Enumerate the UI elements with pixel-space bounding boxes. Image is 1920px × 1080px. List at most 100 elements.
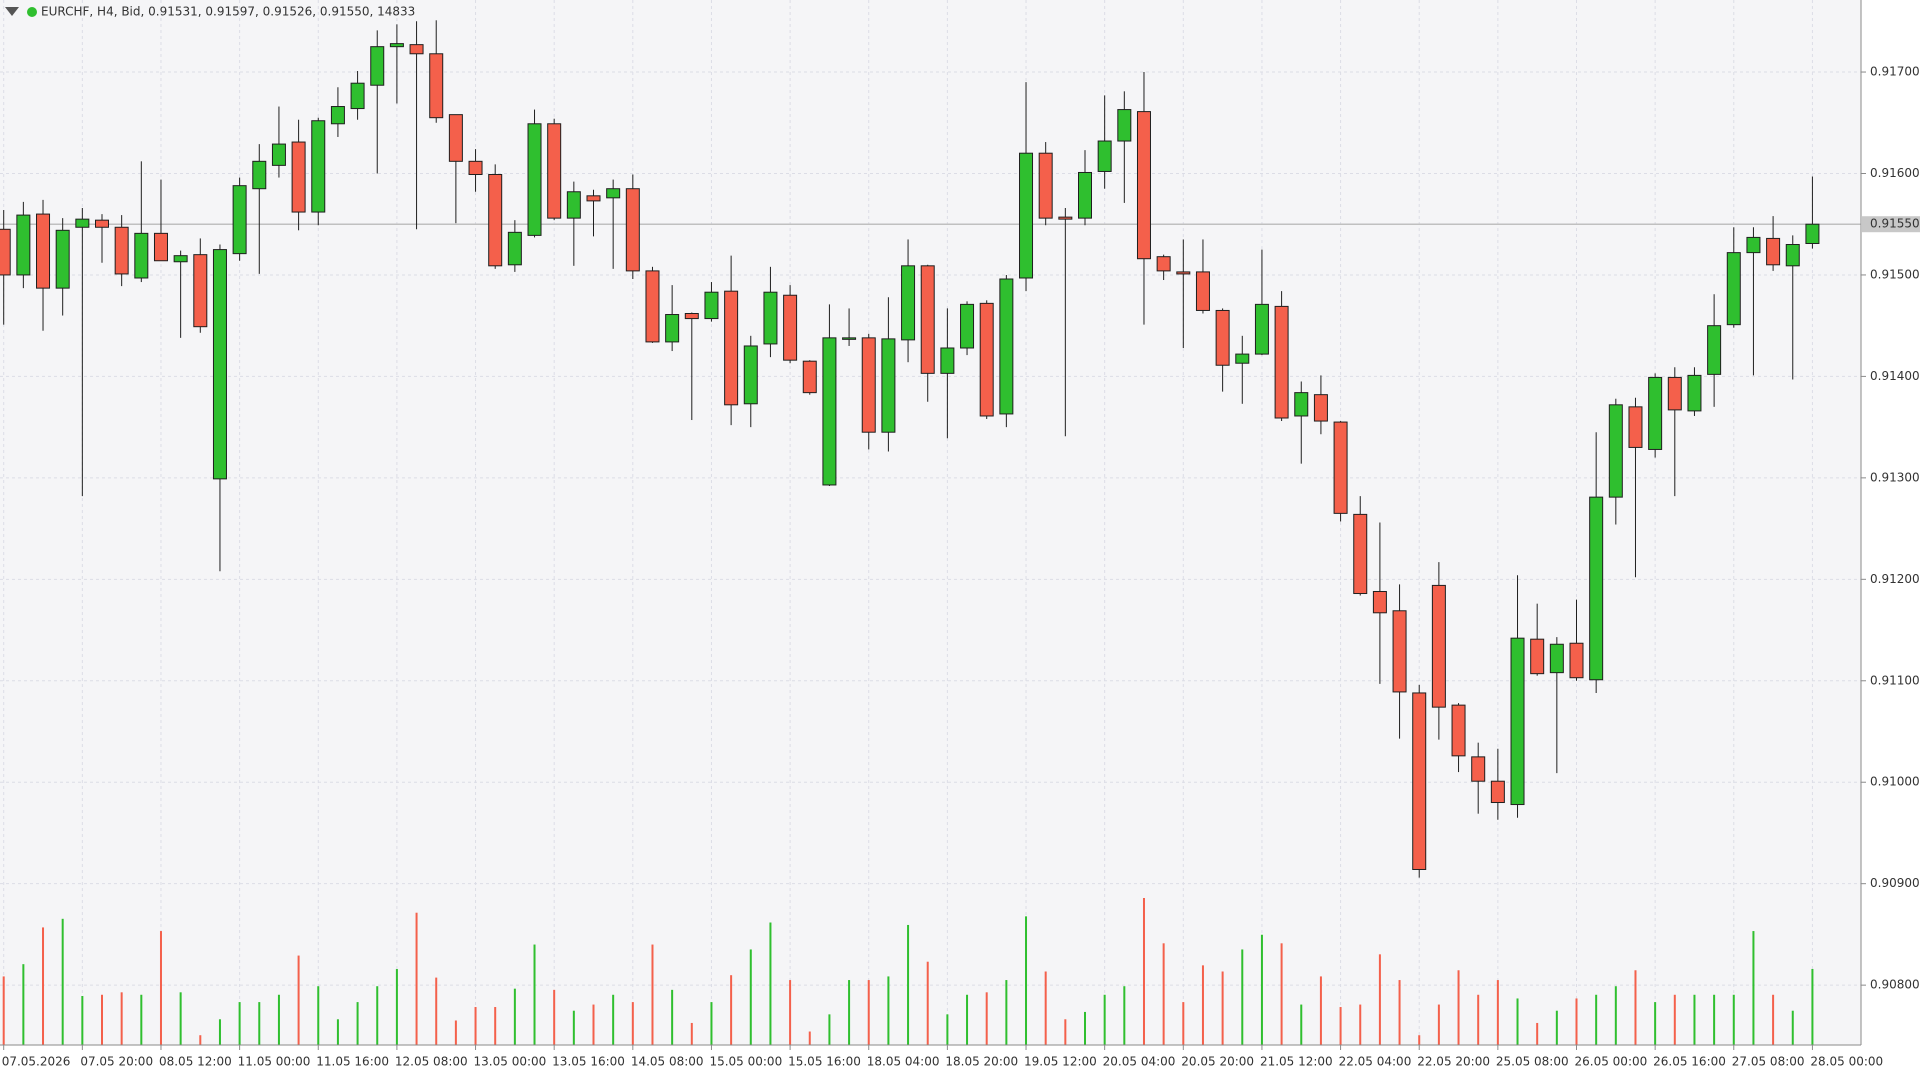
volume-bar: [1634, 970, 1637, 1045]
candle-body: [1058, 216, 1073, 220]
candle-body: [134, 232, 149, 279]
candle-body: [0, 228, 11, 276]
y-tick-label: 0.90900: [1870, 876, 1920, 890]
volume-bar: [1162, 943, 1165, 1045]
volume-bar: [1555, 1010, 1558, 1045]
candle-body: [193, 254, 208, 328]
y-tick-label: 0.91600: [1870, 166, 1920, 180]
candle-body: [55, 229, 70, 289]
volume-bar: [2, 976, 5, 1045]
volume-bar: [199, 1035, 202, 1045]
candle-body: [389, 43, 404, 48]
candle-body: [1117, 109, 1132, 142]
candle-body: [1766, 237, 1781, 266]
candle-body: [1372, 590, 1387, 614]
x-tick-label: 21.05 12:00: [1260, 1055, 1333, 1069]
candle-body: [252, 160, 267, 190]
candle-body: [114, 226, 129, 275]
volume-bar: [1123, 986, 1126, 1045]
volume-bar: [277, 994, 280, 1045]
volume-bar: [376, 986, 379, 1045]
volume-bar: [907, 924, 910, 1045]
volume-bar: [671, 989, 674, 1045]
candle-body: [1687, 374, 1702, 412]
x-tick-label: 22.05 20:00: [1417, 1055, 1490, 1069]
candle-body: [1294, 392, 1309, 417]
menu-arrow[interactable]: [5, 7, 19, 16]
candle-body: [625, 188, 640, 272]
chart-title: EURCHF, H4, Bid, 0.91531, 0.91597, 0.915…: [41, 5, 415, 19]
x-tick-label: 22.05 04:00: [1339, 1055, 1412, 1069]
candle-body: [173, 255, 188, 263]
candle-body: [232, 185, 247, 255]
candle-body: [1451, 704, 1466, 757]
volume-bar: [1575, 998, 1578, 1045]
x-tick-label: 12.05 08:00: [395, 1055, 468, 1069]
candle-body: [1510, 637, 1525, 806]
volume-bar: [848, 980, 851, 1045]
volume-bar: [1280, 943, 1283, 1045]
volume-bar: [1359, 1004, 1362, 1045]
volume-bar: [631, 1002, 634, 1045]
volume-bar: [730, 975, 733, 1045]
candle-body: [16, 214, 31, 276]
volume-bar: [238, 1002, 241, 1045]
candle-body: [1235, 353, 1250, 364]
volume-bar: [985, 992, 988, 1045]
candle-body: [488, 174, 503, 267]
volume-bar: [808, 1031, 811, 1045]
candle-body: [1019, 152, 1034, 279]
candle-body: [763, 291, 778, 345]
candle-body: [1549, 643, 1564, 674]
candle-body: [95, 219, 109, 228]
candle-body: [1785, 244, 1800, 267]
candle-body: [1156, 256, 1171, 272]
candle-body: [1707, 325, 1722, 375]
candle-body: [468, 160, 483, 176]
candle-body: [822, 337, 837, 486]
volume-bar: [1791, 1010, 1794, 1045]
candle-body: [1353, 513, 1368, 595]
volume-bar: [1457, 970, 1460, 1045]
candle-body: [881, 338, 896, 433]
x-tick-label: 18.05 20:00: [945, 1055, 1018, 1069]
volume-bar: [1477, 994, 1480, 1045]
candle-body: [979, 302, 994, 417]
x-tick-label: 08.05 12:00: [159, 1055, 232, 1069]
candle-body: [1471, 756, 1486, 782]
candle-body: [1490, 780, 1505, 804]
volume-bar: [1614, 986, 1617, 1045]
x-tick-label: 14.05 08:00: [631, 1055, 704, 1069]
volume-bar: [1772, 994, 1775, 1045]
volume-bar: [42, 927, 45, 1045]
x-tick-label: 27.05 08:00: [1732, 1055, 1805, 1069]
volume-bar: [789, 980, 792, 1045]
volume-bar: [179, 992, 182, 1045]
candle-body: [1195, 271, 1210, 311]
candle-layer: [0, 20, 1861, 878]
candle-body: [75, 218, 90, 228]
volume-bar: [612, 994, 615, 1045]
x-tick-label: 26.05 00:00: [1575, 1055, 1648, 1069]
volume-bar: [1536, 1022, 1539, 1045]
x-tick-label: 15.05 00:00: [709, 1055, 782, 1069]
x-tick-label: 20.05 20:00: [1181, 1055, 1254, 1069]
volume-bar: [1693, 994, 1696, 1045]
volume-bar: [1496, 980, 1499, 1045]
volume-bar: [1241, 949, 1244, 1045]
volume-bar: [769, 922, 772, 1045]
candle-body: [1746, 236, 1761, 254]
volume-bar: [1084, 1011, 1086, 1045]
candle-body: [999, 278, 1014, 415]
volume-bar: [1378, 954, 1381, 1045]
x-tick-label: 19.05 12:00: [1024, 1055, 1097, 1069]
volume-bar: [592, 1004, 595, 1045]
volume-bar: [159, 931, 162, 1045]
x-tick-label: 13.05 16:00: [552, 1055, 625, 1069]
candle-body: [1274, 305, 1289, 419]
candle-body: [1078, 171, 1092, 219]
price-axis-background: [1861, 0, 1920, 1080]
candle-body: [1176, 271, 1191, 275]
candle-body: [1097, 140, 1112, 172]
